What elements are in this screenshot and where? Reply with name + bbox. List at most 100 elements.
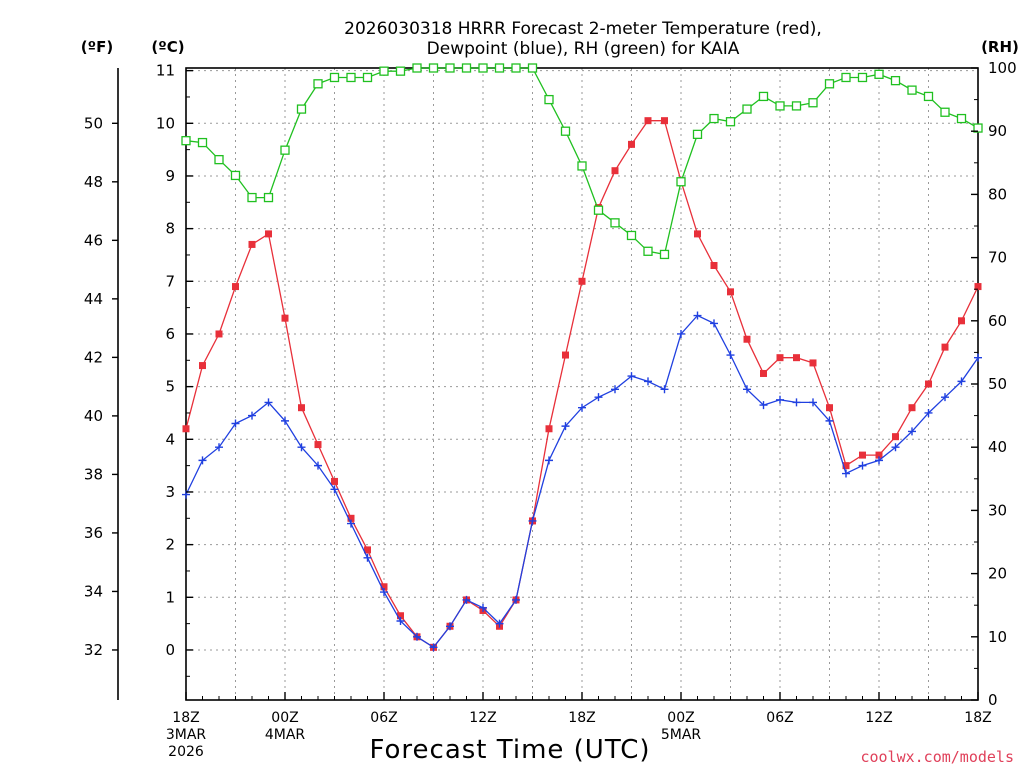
- dewpoint-data-point: [594, 393, 603, 402]
- rh-tick-label: 10: [988, 628, 1007, 646]
- x-tick-label: 06Z: [370, 710, 397, 726]
- temperature-data-point: [776, 354, 784, 362]
- rh-data-point: [659, 249, 670, 260]
- rh-data-point: [725, 117, 736, 127]
- rh-data-point: [313, 79, 323, 89]
- temperature-data-point: [793, 354, 800, 362]
- rh-data-point: [874, 69, 884, 79]
- celsius-tick-label: 8: [165, 220, 175, 238]
- temperature-data-point: [809, 359, 817, 367]
- temperature-data-point: [248, 240, 256, 248]
- temperature-data-point: [281, 314, 289, 322]
- fahrenheit-tick-label: 46: [84, 231, 103, 249]
- dewpoint-data-point: [611, 385, 619, 394]
- rh-tick-label: 30: [988, 501, 1007, 519]
- dewpoint-data-point: [512, 595, 520, 604]
- rh-data-point: [445, 63, 455, 73]
- temperature-data-point: [727, 288, 734, 296]
- temperature-data-point: [578, 277, 586, 285]
- dewpoint-data-point: [545, 456, 553, 465]
- dewpoint-data-point: [561, 422, 570, 431]
- rh-data-point: [626, 230, 637, 241]
- rh-data-point: [742, 104, 752, 114]
- x-tick-label: 18Z: [568, 710, 595, 726]
- x-tick-label: 4MAR: [265, 727, 306, 743]
- rh-data-point: [412, 63, 422, 73]
- dewpoint-data-point: [413, 632, 421, 641]
- rh-data-point: [775, 101, 785, 111]
- celsius-unit-label: (ºC): [151, 38, 184, 56]
- fahrenheit-unit-label: (ºF): [81, 38, 113, 56]
- dewpoint-data-point: [479, 603, 487, 612]
- rh-tick-label: 40: [988, 438, 1007, 456]
- dewpoint-data-point: [363, 553, 372, 562]
- credit-label: coolwx.com/models: [860, 748, 1014, 766]
- rh-data-point: [280, 145, 290, 155]
- rh-data-point: [940, 107, 950, 117]
- dewpoint-data-point: [462, 595, 471, 604]
- x-tick-label: 18Z: [172, 710, 199, 726]
- dewpoint-data-point: [693, 311, 702, 320]
- dewpoint-data-point: [776, 395, 784, 404]
- x-tick-label: 2026: [168, 744, 204, 760]
- temperature-data-point: [628, 140, 635, 148]
- x-tick-label: 12Z: [865, 710, 892, 726]
- rh-tick-label: 60: [988, 312, 1007, 330]
- temperature-data-point: [859, 451, 866, 459]
- rh-data-point: [395, 66, 406, 76]
- dewpoint-data-point: [281, 416, 289, 425]
- gridlines: [186, 68, 978, 700]
- rh-tick-label: 0: [988, 691, 998, 709]
- temperature-data-point: [380, 583, 388, 591]
- rh-data-point: [478, 63, 488, 73]
- rh-data-point: [181, 136, 191, 146]
- fahrenheit-tick-label: 34: [84, 582, 103, 600]
- celsius-tick-label: 11: [156, 62, 175, 80]
- fahrenheit-tick-label: 38: [84, 465, 103, 483]
- dewpoint-data-point: [792, 398, 801, 407]
- temperature-data-point: [925, 380, 932, 388]
- fahrenheit-tick-label: 32: [84, 641, 103, 659]
- dewpoint-data-point: [974, 353, 982, 362]
- temperature-data-point: [760, 369, 767, 377]
- temperature-data-point: [941, 343, 949, 351]
- chart-title-line1: 2026030318 HRRR Forecast 2-meter Tempera…: [344, 19, 822, 39]
- dewpoint-data-point: [660, 385, 669, 394]
- temperature-data-point: [710, 262, 718, 269]
- dewpoint-data-point: [924, 408, 933, 417]
- dewpoint-data-point: [908, 427, 916, 436]
- temperature-data-point: [364, 546, 371, 554]
- rh-tick-label: 90: [988, 122, 1007, 140]
- rh-data-point: [593, 205, 604, 215]
- temperature-data-point: [694, 230, 701, 238]
- dewpoint-data-point: [875, 456, 883, 465]
- temperature-data-point: [826, 404, 833, 412]
- dewpoint-data-point: [231, 419, 240, 428]
- rh-data-point: [709, 113, 719, 124]
- rh-data-point: [494, 63, 505, 73]
- dewpoint-data-point: [528, 516, 537, 525]
- rh-data-point: [808, 98, 818, 108]
- rh-tick-label: 100: [988, 59, 1017, 77]
- dewpoint-data-point: [677, 329, 685, 338]
- dewpoint-data-point: [941, 393, 949, 402]
- rh-data-point: [214, 154, 224, 165]
- celsius-tick-label: 3: [165, 483, 175, 501]
- dewpoint-data-point: [347, 519, 355, 528]
- dewpoint-data-point: [380, 588, 388, 597]
- dewpoint-data-point: [198, 456, 207, 465]
- rh-data-point: [758, 91, 769, 102]
- temperature-data-point: [298, 404, 305, 412]
- chart-title-line2: Dewpoint (blue), RH (green) for KAIA: [427, 39, 740, 59]
- rh-tick-label: 80: [988, 185, 1007, 203]
- fahrenheit-tick-label: 36: [84, 524, 103, 542]
- rh-data-point: [247, 192, 257, 203]
- rh-data-point: [890, 75, 901, 86]
- temperature-data-point: [215, 330, 223, 338]
- rh-data-point: [577, 161, 587, 171]
- rh-data-point: [841, 72, 851, 83]
- rh-data-point: [923, 91, 934, 102]
- axis-ticks: 0123456789101132343638404244464850010203…: [84, 59, 1017, 760]
- rh-data-point: [296, 104, 307, 114]
